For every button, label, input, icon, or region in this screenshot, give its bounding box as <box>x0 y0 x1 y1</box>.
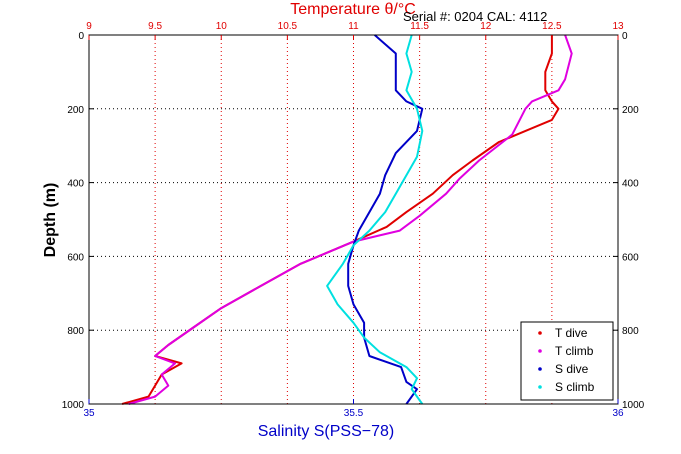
depth-tick-label-right-3: 600 <box>622 252 639 263</box>
y-axis-label-depth: Depth (m) <box>42 183 59 258</box>
temp-tick-label-0: 9 <box>86 21 92 32</box>
temp-tick-label-4: 11 <box>348 21 359 32</box>
series-line-t-dive <box>121 35 560 405</box>
depth-tick-label-left-5: 1000 <box>62 400 85 411</box>
depth-tick-label-left-2: 400 <box>67 179 84 190</box>
legend-marker-t-climb <box>538 349 542 353</box>
series-group <box>121 34 573 405</box>
depth-tick-label-left-1: 200 <box>67 105 84 116</box>
legend: T dive T climb S dive S climb <box>520 321 614 401</box>
temp-tick-label-6: 12 <box>480 21 492 32</box>
legend-label-t-dive: T dive <box>555 326 588 340</box>
series-line-s-dive <box>347 34 424 405</box>
ticks-group: 9 9.5 10 10.5 11 11.5 12 12.5 13 35 35.5 36 0 0 200 200… <box>62 21 645 419</box>
x-axis-label-salinity: Salinity S(PSS−78) <box>258 423 395 440</box>
title-temperature: Temperature θ/°C <box>290 1 416 18</box>
legend-marker-s-climb <box>538 385 542 389</box>
depth-tick-label-right-5: 1000 <box>622 400 645 411</box>
legend-marker-s-dive <box>538 367 542 371</box>
depth-tick-label-right-4: 800 <box>622 326 639 337</box>
temp-tick-label-3: 10.5 <box>278 21 298 32</box>
temp-tick-label-5: 11.5 <box>410 21 429 32</box>
depth-tick-label-left-4: 800 <box>67 326 84 337</box>
series-line-t-climb <box>128 34 573 405</box>
temp-tick-label-8: 13 <box>612 21 624 32</box>
depth-tick-label-right-0: 0 <box>622 31 628 42</box>
legend-label-s-climb: S climb <box>555 380 595 394</box>
depth-tick-label-right-2: 400 <box>622 179 639 190</box>
legend-label-s-dive: S dive <box>555 362 589 376</box>
grid-lines <box>89 35 618 404</box>
sal-tick-label-0: 35 <box>83 408 95 419</box>
serial-cal-label: Serial #: 0204 CAL: 4112 <box>403 9 547 24</box>
legend-label-t-climb: T climb <box>555 344 594 358</box>
series-line-s-climb <box>326 34 424 405</box>
temp-tick-label-2: 10 <box>216 21 228 32</box>
sal-tick-label-2: 36 <box>612 408 624 419</box>
depth-tick-label-left-0: 0 <box>78 31 84 42</box>
temp-tick-label-7: 12.5 <box>542 21 562 32</box>
depth-tick-label-left-3: 600 <box>67 252 84 263</box>
temp-tick-label-1: 9.5 <box>148 21 162 32</box>
depth-tick-label-right-1: 200 <box>622 105 639 116</box>
legend-box <box>520 321 614 401</box>
sal-tick-label-1: 35.5 <box>344 408 364 419</box>
legend-marker-t-dive <box>538 331 542 335</box>
